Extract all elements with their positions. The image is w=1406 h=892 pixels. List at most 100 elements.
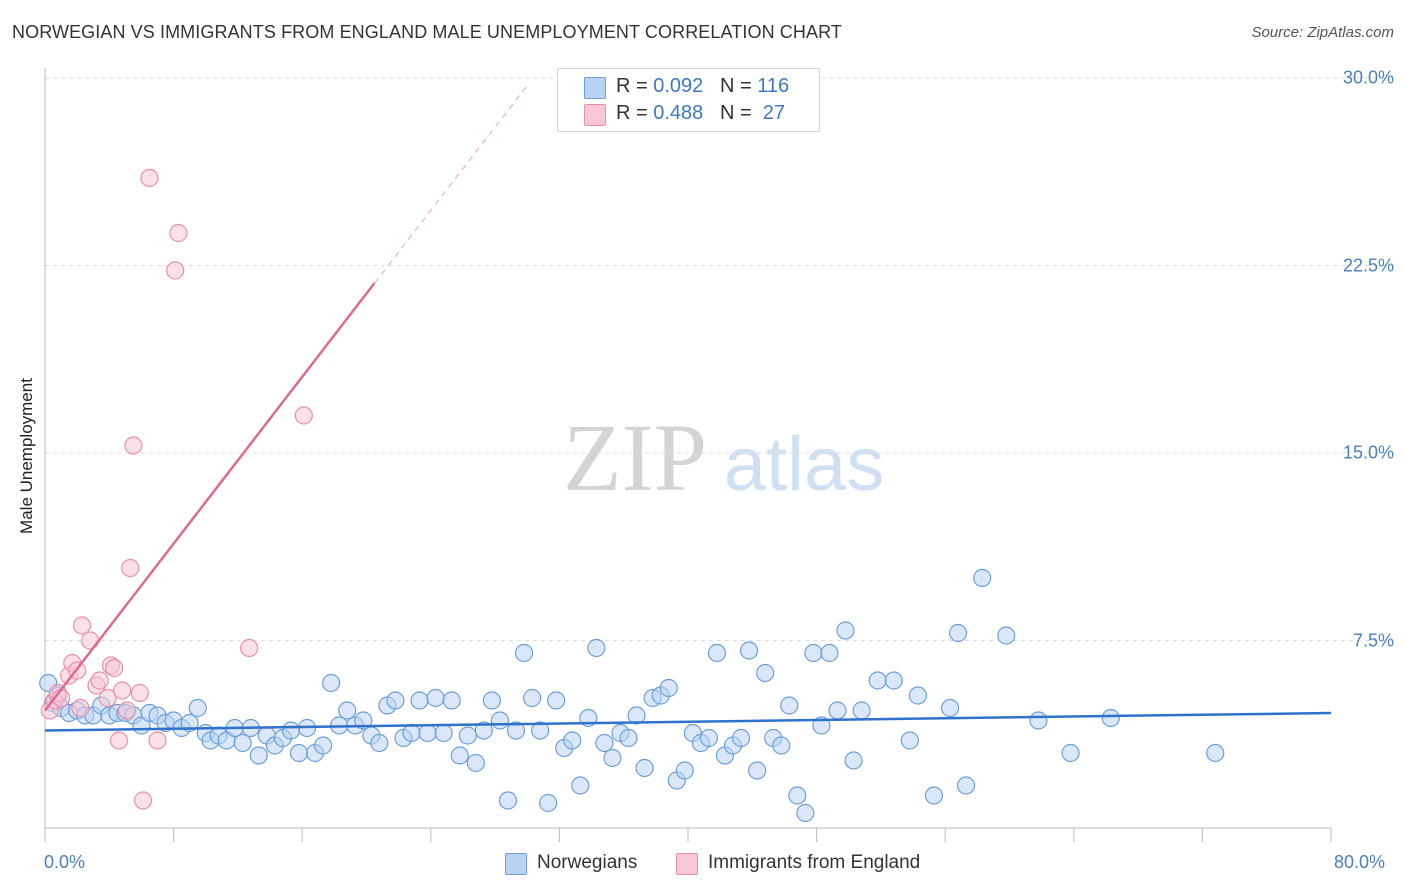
norwegians-point bbox=[997, 626, 1016, 645]
norwegians-points bbox=[39, 568, 1225, 823]
norwegians-point bbox=[820, 643, 839, 663]
r-value: 0.092 bbox=[653, 75, 704, 97]
norwegians-point bbox=[458, 726, 477, 745]
norwegians-point bbox=[450, 746, 469, 765]
immigrants-point bbox=[109, 731, 129, 750]
immigrants-trend-extension bbox=[374, 85, 528, 284]
norwegians-point bbox=[418, 723, 437, 743]
norwegians-point bbox=[603, 748, 622, 768]
legend-swatch-blue bbox=[584, 77, 606, 99]
immigrants-point bbox=[140, 168, 159, 188]
legend-label: Immigrants from England bbox=[708, 852, 921, 873]
legend-swatch-pink bbox=[584, 104, 606, 126]
norwegians-point bbox=[1029, 711, 1048, 730]
legend-label: Norwegians bbox=[537, 852, 638, 873]
immigrants-point bbox=[98, 688, 117, 708]
correlation-legend: R = 0.092 N = 116 R = 0.488 N = 27 bbox=[557, 68, 820, 132]
norwegians-point bbox=[796, 803, 815, 823]
y-tick-label: 30.0% bbox=[1342, 67, 1394, 88]
norwegians-point bbox=[868, 671, 887, 690]
watermark-zip: ZIP bbox=[563, 404, 707, 511]
norwegians-point bbox=[547, 691, 566, 710]
norwegians-point bbox=[442, 691, 461, 710]
norwegians-point bbox=[587, 638, 606, 658]
immigrants-point bbox=[166, 261, 185, 280]
norwegians-point bbox=[739, 641, 759, 660]
r-label: R = bbox=[616, 102, 648, 124]
norwegians-point bbox=[539, 793, 558, 813]
r-label: R = bbox=[616, 75, 648, 97]
immigrants-point bbox=[133, 791, 153, 810]
norwegians-point bbox=[498, 791, 518, 810]
norwegians-point bbox=[322, 673, 341, 693]
norwegians-point bbox=[571, 776, 590, 795]
norwegians-point bbox=[627, 706, 646, 725]
norwegians-point bbox=[844, 751, 863, 770]
norwegians-point bbox=[675, 761, 694, 780]
watermark: ZIP atlas bbox=[563, 404, 884, 511]
immigrants-point bbox=[71, 698, 90, 718]
norwegians-point bbox=[828, 701, 847, 720]
norwegians-point bbox=[804, 643, 823, 663]
norwegians-point bbox=[402, 723, 421, 743]
norwegians-point bbox=[659, 678, 678, 698]
norwegians-point bbox=[249, 746, 268, 765]
legend-text: R = 0.092 N = 116 bbox=[616, 75, 789, 98]
norwegians-point bbox=[707, 643, 727, 663]
norwegians-point bbox=[426, 688, 445, 708]
norwegians-point bbox=[410, 691, 429, 710]
norwegians-point bbox=[619, 728, 638, 748]
norwegians-point bbox=[370, 733, 389, 753]
immigrants-point bbox=[121, 558, 140, 578]
y-tick-label: 7.5% bbox=[1352, 630, 1394, 650]
norwegians-point bbox=[788, 786, 807, 805]
n-value: 116 bbox=[757, 75, 790, 97]
legend-swatch-pink bbox=[676, 853, 698, 875]
norwegians-point bbox=[482, 691, 501, 710]
n-label: N = bbox=[719, 75, 752, 97]
norwegians-point bbox=[474, 721, 493, 740]
norwegians-point bbox=[973, 568, 992, 588]
norwegians-point bbox=[1206, 743, 1225, 763]
norwegians-point bbox=[635, 758, 654, 778]
immigrants-trend-line bbox=[44, 282, 376, 712]
norwegians-point bbox=[756, 663, 775, 683]
norwegians-point bbox=[731, 728, 751, 748]
x-tick-max: 80.0% bbox=[1334, 852, 1386, 872]
norwegians-point bbox=[812, 716, 831, 735]
norwegians-trend-line bbox=[44, 711, 1332, 732]
immigrants-point bbox=[124, 436, 143, 455]
norwegians-point bbox=[233, 733, 252, 753]
immigrants-point bbox=[72, 616, 92, 635]
watermark-atlas: atlas bbox=[724, 422, 885, 507]
immigrants-point bbox=[130, 683, 149, 703]
norwegians-point bbox=[434, 723, 453, 743]
x-tick-min: 0.0% bbox=[44, 852, 86, 872]
legend-text: R = 0.488 N = 27 bbox=[616, 102, 785, 125]
immigrants-point bbox=[105, 658, 124, 678]
norwegians-point bbox=[490, 711, 510, 730]
norwegians-point bbox=[514, 643, 534, 663]
norwegians-point bbox=[836, 621, 855, 640]
y-tick-label: 22.5% bbox=[1342, 255, 1394, 275]
norwegians-point bbox=[466, 753, 485, 773]
norwegians-point bbox=[908, 686, 927, 705]
norwegians-point bbox=[748, 761, 767, 780]
n-value: 27 bbox=[757, 102, 786, 124]
norwegians-point bbox=[281, 721, 301, 740]
norwegians-point bbox=[506, 721, 526, 740]
norwegians-point bbox=[1101, 708, 1120, 728]
norwegians-point bbox=[338, 701, 357, 720]
immigrants-point bbox=[240, 638, 259, 658]
norwegians-point bbox=[386, 691, 405, 710]
norwegians-point bbox=[956, 776, 976, 795]
norwegians-point bbox=[884, 671, 903, 690]
norwegians-point bbox=[900, 731, 919, 750]
chart-title: NORWEGIAN VS IMMIGRANTS FROM ENGLAND MAL… bbox=[12, 22, 842, 42]
r-value: 0.488 bbox=[653, 102, 704, 124]
norwegians-point bbox=[188, 698, 207, 718]
immigrants-point bbox=[113, 681, 132, 700]
immigrants-point bbox=[90, 671, 109, 690]
source-label: Source: ZipAtlas.com bbox=[1251, 24, 1394, 41]
